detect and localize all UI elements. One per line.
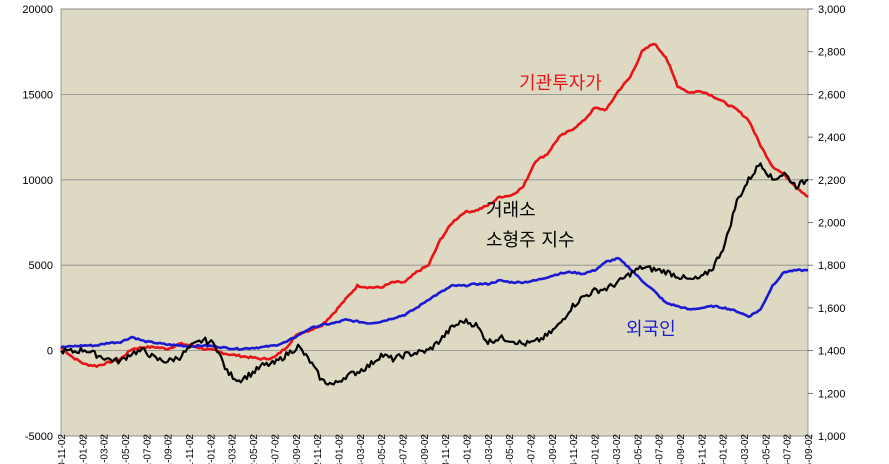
x-tick-label: 2010-11-02 (57, 434, 68, 464)
x-tick-label: 2012-05-02 (249, 434, 260, 464)
annotation-exchange: 거래소 (486, 200, 536, 221)
annotations: 기관투자가 거래소 소형주 지수 외국인 (486, 73, 676, 340)
x-tick-label: 2014-03-02 (484, 434, 495, 464)
y-left-tick-label: 5000 (29, 260, 53, 272)
x-tick-label: 2013-01-02 (334, 434, 345, 464)
series-line-2 (60, 162, 809, 386)
x-tick-label: 2014-05-02 (505, 434, 516, 464)
y-left-tick-label: -5000 (25, 431, 53, 443)
x-tick-label: 2014-07-02 (527, 434, 538, 464)
y-left-tick-label: 20000 (22, 4, 53, 16)
y-axis-left: -5000 0 5000 10000 15000 20000 (22, 4, 53, 443)
x-tick-label: 2016-09-02 (804, 434, 815, 464)
x-tick-label: 2011-03-02 (100, 434, 111, 464)
y-left-tick-label: 15000 (22, 89, 53, 101)
x-tick-label: 2011-01-02 (78, 434, 89, 464)
y-right-tick-label: 2,200 (818, 175, 846, 187)
x-tick-label: 2011-09-02 (164, 434, 175, 464)
series-lines (60, 42, 809, 386)
y-axis-right: 1,000 1,200 1,400 1,600 1,800 2,000 2,200 2,400… (808, 4, 846, 443)
x-tick-label: 2014-01-02 (463, 434, 474, 464)
x-tick-label: 2016-03-02 (740, 434, 751, 464)
y-right-tick-label: 1,200 (818, 388, 846, 400)
y-right-tick-label: 1,400 (818, 346, 846, 358)
x-tick-label: 2013-11-02 (441, 434, 452, 464)
x-tick-label: 2012-03-02 (228, 434, 239, 464)
x-tick-label: 2013-09-02 (420, 434, 431, 464)
annotation-smallcap-index: 소형주 지수 (486, 230, 575, 251)
y-right-tick-label: 3,000 (818, 4, 846, 16)
x-tick-label: 2016-01-02 (719, 434, 730, 464)
y-right-tick-label: 1,800 (818, 260, 846, 272)
y-right-tick-label: 2,600 (818, 89, 846, 101)
x-tick-label: 2015-05-02 (633, 434, 644, 464)
x-tick-label: 2016-05-02 (761, 434, 772, 464)
y-right-tick-label: 2,400 (818, 132, 846, 144)
x-tick-label: 2012-07-02 (270, 434, 281, 464)
x-tick-label: 2013-03-02 (356, 434, 367, 464)
x-tick-label: 2015-11-02 (697, 434, 708, 464)
x-tick-label: 2011-11-02 (185, 434, 196, 464)
x-tick-label: 2014-11-02 (569, 434, 580, 464)
x-tick-label: 2012-01-02 (206, 434, 217, 464)
y-left-tick-label: 0 (47, 346, 53, 358)
y-right-tick-label: 2,000 (818, 218, 846, 230)
x-tick-label: 2012-09-02 (292, 434, 303, 464)
plot-area (60, 8, 809, 437)
x-tick-label: 2015-07-02 (655, 434, 666, 464)
x-tick-label: 2016-07-02 (783, 434, 794, 464)
y-left-tick-label: 10000 (22, 175, 53, 187)
x-tick-label: 2015-09-02 (676, 434, 687, 464)
y-right-tick-label: 1,600 (818, 303, 846, 315)
x-tick-label: 2011-05-02 (121, 434, 132, 464)
x-tick-label: 2013-05-02 (377, 434, 388, 464)
annotation-institutional: 기관투자가 (519, 73, 602, 94)
x-tick-label: 2015-01-02 (591, 434, 602, 464)
x-tick-label: 2013-07-02 (398, 434, 409, 464)
annotation-foreign: 외국인 (626, 319, 676, 340)
x-tick-label: 2011-07-02 (142, 434, 153, 464)
series-line-1 (60, 256, 809, 351)
y-right-tick-label: 1,000 (818, 431, 846, 443)
x-tick-label: 2014-09-02 (548, 434, 559, 464)
x-tick-label: 2015-03-02 (612, 434, 623, 464)
x-axis: 2010-11-02 2011-01-02 2011-03-02 2011-05-02… (57, 434, 815, 464)
x-tick-label: 2012-11-02 (313, 434, 324, 464)
y-right-tick-label: 2,800 (818, 47, 846, 59)
